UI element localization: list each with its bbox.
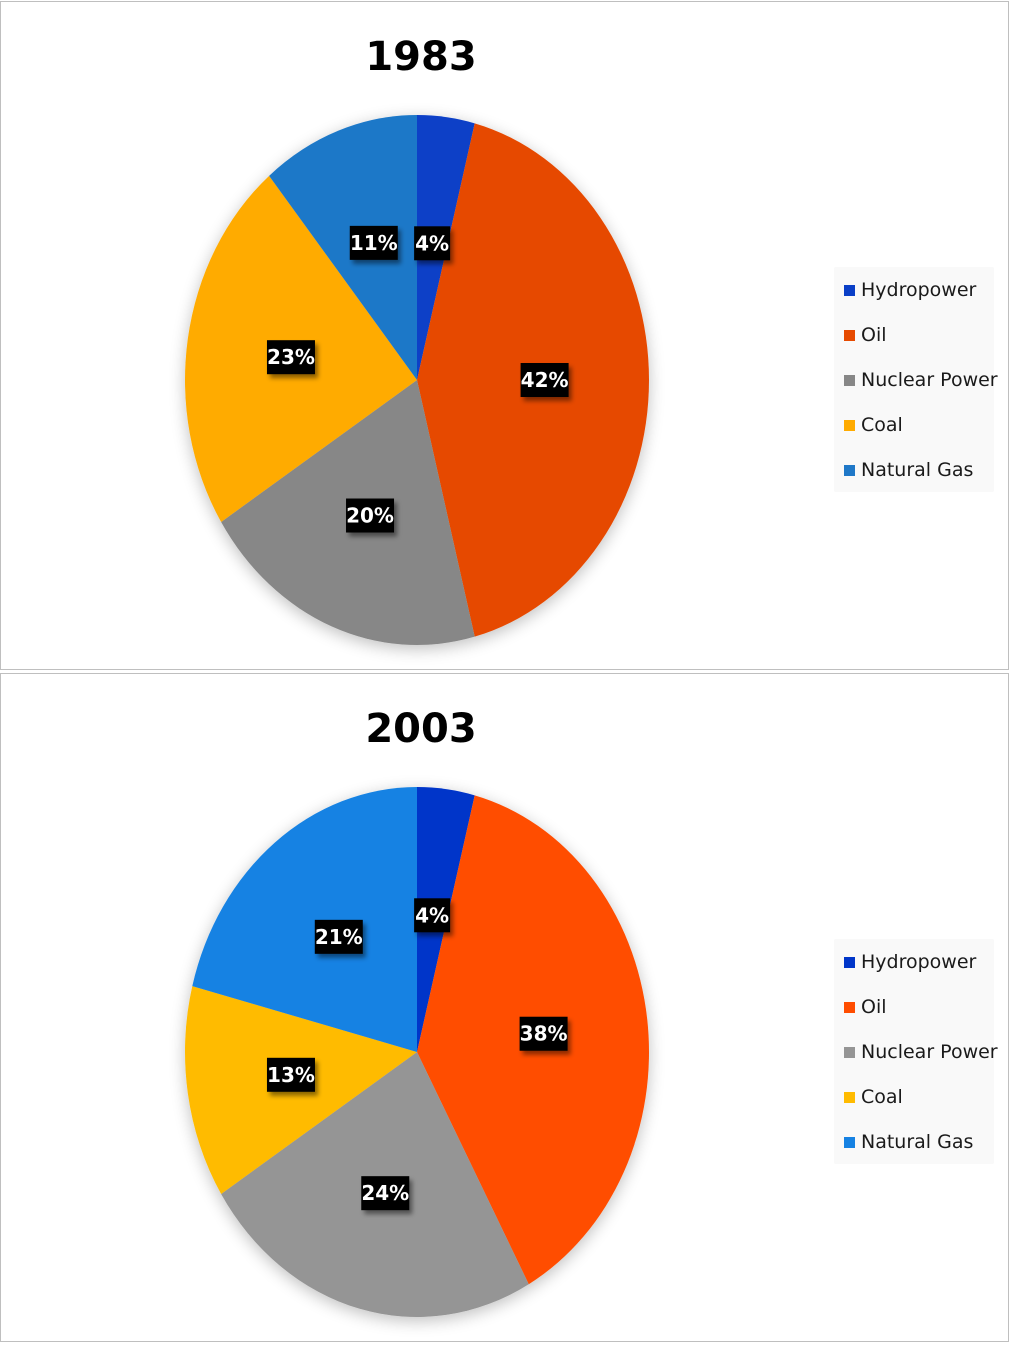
data-label: 42% — [520, 363, 569, 397]
legend-item-oil: Oil — [844, 323, 887, 347]
data-label: 20% — [346, 498, 395, 533]
chart-title: 2003 — [365, 706, 477, 752]
data-label: 4% — [414, 226, 451, 261]
legend-item-hydropower: Hydropower — [844, 278, 976, 302]
legend-label: Nuclear Power — [861, 369, 998, 391]
pie-slice-natural-gas — [192, 787, 417, 1052]
pie-slice-natural-gas — [269, 115, 417, 380]
data-label: 4% — [414, 898, 451, 933]
legend-label: Natural Gas — [861, 459, 974, 481]
legend-item-oil: Oil — [844, 995, 887, 1019]
legend-label: Coal — [861, 414, 903, 436]
legend-item-hydropower: Hydropower — [844, 950, 976, 974]
legend-label: Natural Gas — [861, 1131, 974, 1153]
legend-label: Nuclear Power — [861, 1041, 998, 1063]
pie-slices — [185, 115, 649, 646]
pie-chart: 4% 42% 20% 23% 11% — [185, 115, 649, 646]
pie-chart: 4% 38% 24% 13% 21% — [185, 787, 650, 1317]
legend-swatch — [844, 956, 855, 968]
legend-item-nuclear-power: Nuclear Power — [844, 1040, 998, 1064]
data-label: 11% — [349, 225, 398, 260]
legend-label: Hydropower — [861, 951, 977, 973]
legend-swatch — [844, 374, 855, 386]
data-label: 38% — [519, 1016, 568, 1051]
pie-slices — [185, 787, 650, 1317]
chart-panel-1983: 1983 4% 42% 20% 23% 11% Hydropower Oil Nuclear… — [0, 1, 1009, 670]
legend-swatch — [844, 284, 855, 296]
legend: Hydropower Oil Nuclear Power Coal Natural Ga… — [834, 939, 998, 1164]
legend-label: Oil — [861, 324, 887, 346]
data-label-text: 11% — [350, 231, 398, 255]
data-label: 23% — [266, 340, 315, 375]
legend: Hydropower Oil Nuclear Power Coal Natural Ga… — [834, 267, 998, 492]
chart-title: 1983 — [365, 34, 477, 80]
chart-panel-2003: 2003 4% 38% 24% 13% 21% Hydropower Oil Nuclear… — [0, 673, 1009, 1342]
data-label-text: 21% — [315, 925, 363, 949]
legend-label: Oil — [861, 996, 887, 1018]
legend-swatch — [844, 1136, 855, 1148]
legend-swatch — [844, 1046, 855, 1058]
legend-item-coal: Coal — [844, 1085, 903, 1109]
data-label-text: 23% — [267, 345, 315, 369]
legend-item-coal: Coal — [844, 413, 903, 437]
legend-item-natural-gas: Natural Gas — [844, 458, 973, 482]
data-label: 21% — [314, 919, 363, 954]
data-label-text: 4% — [415, 903, 449, 927]
legend-swatch — [844, 329, 855, 341]
legend-swatch — [844, 1091, 855, 1103]
legend-swatch — [844, 464, 855, 476]
data-label-text: 4% — [415, 231, 449, 255]
data-label: 13% — [266, 1057, 315, 1092]
data-label-text: 42% — [521, 368, 569, 392]
data-label-text: 13% — [267, 1063, 315, 1087]
legend-label: Hydropower — [861, 279, 977, 301]
legend-swatch — [844, 1001, 855, 1013]
legend-item-nuclear-power: Nuclear Power — [844, 368, 998, 392]
data-label-text: 24% — [361, 1181, 409, 1205]
data-label-text: 38% — [520, 1022, 568, 1046]
data-label: 24% — [361, 1176, 410, 1211]
data-label-text: 20% — [346, 504, 394, 528]
legend-label: Coal — [861, 1086, 903, 1108]
legend-swatch — [844, 419, 855, 431]
legend-item-natural-gas: Natural Gas — [844, 1130, 973, 1154]
